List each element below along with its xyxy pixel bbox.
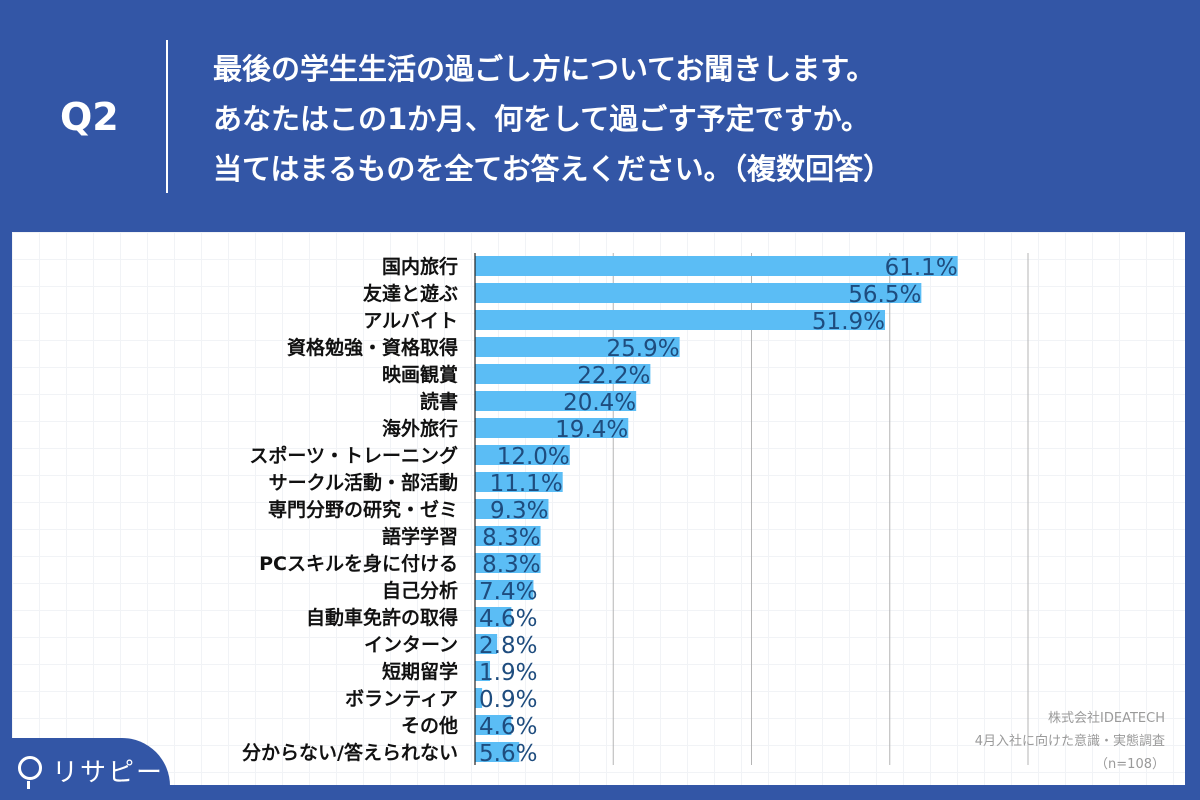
bar [475,715,512,735]
category-label: アルバイト [363,310,458,332]
question-number: Q2 [60,95,119,139]
category-label: 映画観賞 [382,363,458,386]
bar [475,310,886,330]
value-label: 4.6% [479,714,537,740]
value-label: 56.5% [848,282,921,308]
category-label: 語学学習 [382,525,458,548]
divider [166,40,168,193]
value-label: 2.8% [479,633,537,659]
value-label: 8.3% [482,552,540,578]
bar [475,553,541,573]
value-label: 9.3% [490,498,548,524]
value-label: 7.4% [479,579,537,605]
bar [475,418,629,438]
value-label: 51.9% [812,309,885,335]
category-label: 自動車免許の取得 [306,606,458,629]
question-text: 最後の学生生活の過ごし方についてお聞きします。 あなたはこの1か月、何をして過ご… [213,44,892,194]
question-line: あなたはこの1か月、何をして過ごす予定ですか。 [213,102,871,136]
category-label: ボランティア [345,688,458,710]
value-label: 25.9% [607,336,680,362]
category-label: 読書 [420,390,458,413]
source-note: 株式会社IDEATECH 4月入社に向けた意識・実態調査 （n=108） [975,707,1165,776]
value-label: 20.4% [563,390,636,416]
question-line: 最後の学生生活の過ごし方についてお聞きします。 [213,52,876,86]
value-label: 0.9% [479,687,537,713]
bar [475,472,563,492]
bar [475,607,512,627]
bar [475,634,498,654]
bar [475,742,520,762]
bar [475,661,491,681]
category-label: その他 [401,714,458,737]
source-company: 株式会社IDEATECH [1048,711,1165,726]
category-label: スポーツ・トレーニング [249,444,458,467]
category-label: 友達と遊ぶ [363,282,458,305]
question-line: 当てはまるものを全てお答えください。（複数回答） [213,152,893,186]
bar [475,256,958,276]
category-label: PCスキルを身に付ける [259,552,458,575]
value-label: 11.1% [490,471,563,497]
source-survey: 4月入社に向けた意識・実態調査 [974,734,1165,749]
bar [475,391,637,411]
category-label: 短期留学 [382,660,458,683]
bar [475,499,549,519]
category-label: 分からない/答えられない [242,741,458,764]
value-label: 61.1% [885,255,958,281]
bar [475,445,570,465]
value-label: 5.6% [479,741,537,767]
category-label: 専門分野の研究・ゼミ [268,498,458,521]
bar [475,364,651,384]
bar [475,337,680,357]
category-label: サークル活動・部活動 [269,471,458,494]
category-label: 自己分析 [382,579,458,602]
pin-icon [18,756,42,789]
bar [475,688,483,708]
value-label: 22.2% [577,363,650,389]
category-label: インターン [364,634,458,656]
bar [475,580,534,600]
bar [475,283,922,303]
value-label: 1.9% [479,660,537,686]
source-n: （n=108） [1095,757,1165,772]
category-label: 国内旅行 [382,255,458,278]
value-label: 8.3% [482,525,540,551]
logo-text: リサピー [52,758,165,788]
logo: リサピー [0,738,170,800]
category-label: 資格勉強・資格取得 [287,336,458,359]
category-label: 海外旅行 [382,417,458,440]
value-label: 12.0% [497,444,570,470]
value-label: 19.4% [555,417,628,443]
value-label: 4.6% [479,606,537,632]
bar [475,526,541,546]
